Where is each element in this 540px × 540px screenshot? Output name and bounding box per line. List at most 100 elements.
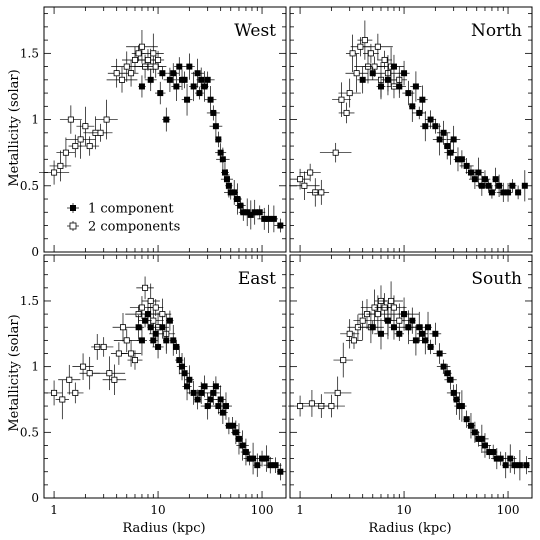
filled-square-marker <box>416 109 423 116</box>
open-square-marker <box>357 43 364 50</box>
panel-title-south: South <box>471 269 522 289</box>
filled-square-marker <box>201 83 208 90</box>
open-square-marker <box>123 337 130 344</box>
filled-square-marker <box>450 389 457 396</box>
open-square-marker <box>113 70 120 77</box>
y-tick-label: 1.5 <box>20 294 39 308</box>
filled-square-marker <box>166 76 173 83</box>
x-tick-label: 10 <box>150 503 165 517</box>
data-point-2-components <box>67 382 84 404</box>
data-point-2-components <box>58 364 81 395</box>
data-point-1-component <box>215 385 226 414</box>
data-point-1-component <box>174 57 185 77</box>
data-point-1-component <box>369 66 376 80</box>
open-square-marker <box>297 403 304 410</box>
filled-square-marker <box>215 136 222 143</box>
filled-square-marker <box>181 370 188 377</box>
data-point-1-component <box>376 73 386 100</box>
data-point-1-component <box>515 185 522 200</box>
panel-title-east: East <box>238 269 276 289</box>
x-tick-label: 1 <box>296 503 304 517</box>
data-point-1-component <box>470 421 480 443</box>
data-point-1-component <box>216 147 230 171</box>
data-point-1-component <box>259 445 274 472</box>
open-square-marker <box>359 317 366 324</box>
filled-square-marker <box>396 330 403 337</box>
filled-square-marker <box>359 76 366 83</box>
data-point-2-components <box>93 356 126 391</box>
filled-square-marker <box>159 70 166 77</box>
filled-square-marker <box>416 324 423 331</box>
filled-square-marker <box>412 83 419 90</box>
data-point-1-component <box>412 311 426 343</box>
filled-square-marker <box>181 76 188 83</box>
data-point-1-component <box>274 218 287 233</box>
open-square-marker <box>150 50 157 57</box>
filled-square-marker <box>212 383 219 390</box>
open-square-marker <box>318 189 325 196</box>
open-square-marker <box>334 389 341 396</box>
filled-square-marker <box>458 403 465 410</box>
data-point-1-component <box>149 325 163 343</box>
data-point-2-components <box>338 102 355 124</box>
open-square-marker <box>80 363 87 370</box>
data-point-2-components <box>338 78 361 108</box>
data-point-2-components <box>120 340 142 367</box>
filled-square-marker <box>369 70 376 77</box>
filled-square-marker <box>207 96 214 103</box>
data-point-1-component <box>191 58 204 88</box>
filled-square-marker <box>440 129 447 136</box>
data-point-1-component <box>382 305 394 336</box>
data-point-2-components <box>80 136 100 156</box>
data-point-1-component <box>409 90 416 122</box>
data-point-1-component <box>155 315 170 339</box>
filled-square-marker <box>425 324 432 331</box>
open-square-marker <box>59 396 66 403</box>
data-point-1-component <box>488 186 496 199</box>
data-point-1-component <box>473 157 484 188</box>
x-tick-label: 100 <box>497 503 520 517</box>
data-point-1-component <box>167 63 180 84</box>
panel-title-west: West <box>234 21 276 41</box>
filled-square-marker <box>496 182 503 189</box>
data-point-2-components <box>38 160 70 185</box>
data-point-1-component <box>503 444 517 473</box>
filled-square-marker <box>427 116 434 123</box>
filled-square-marker <box>492 176 499 183</box>
open-square-marker <box>77 136 84 143</box>
data-point-1-component <box>138 75 146 98</box>
data-point-1-component <box>209 111 223 142</box>
filled-square-marker <box>254 462 261 469</box>
filled-square-marker <box>432 330 439 337</box>
open-square-marker <box>57 162 64 169</box>
data-point-1-component <box>184 365 194 395</box>
data-point-1-component <box>394 326 405 341</box>
open-square-marker <box>131 357 138 364</box>
filled-square-marker <box>239 442 246 449</box>
data-point-2-components <box>49 150 72 182</box>
open-square-marker <box>131 56 138 63</box>
open-square-marker <box>72 389 79 396</box>
open-square-marker <box>100 343 107 350</box>
filled-square-marker <box>436 136 443 143</box>
panel-south: 1 10 100 South <box>288 254 533 517</box>
data-point-1-component <box>200 71 209 102</box>
open-square-marker <box>340 357 347 364</box>
panel-frame-east <box>43 254 287 499</box>
filled-square-marker <box>471 176 478 183</box>
data-point-1-component <box>210 376 222 397</box>
filled-square-marker <box>488 189 495 196</box>
open-square-marker <box>86 143 93 150</box>
filled-square-marker <box>481 176 488 183</box>
open-square-marker <box>135 50 142 57</box>
data-point-1-component <box>357 66 369 94</box>
filled-square-marker <box>223 176 230 183</box>
data-point-2-components <box>95 99 118 140</box>
filled-square-marker <box>467 422 474 429</box>
filled-square-marker <box>235 435 242 442</box>
data-point-1-component <box>458 150 466 169</box>
data-point-1-component <box>162 107 171 132</box>
data-point-1-component <box>427 339 435 355</box>
data-point-2-components <box>123 59 139 87</box>
data-point-2-components <box>333 342 354 378</box>
